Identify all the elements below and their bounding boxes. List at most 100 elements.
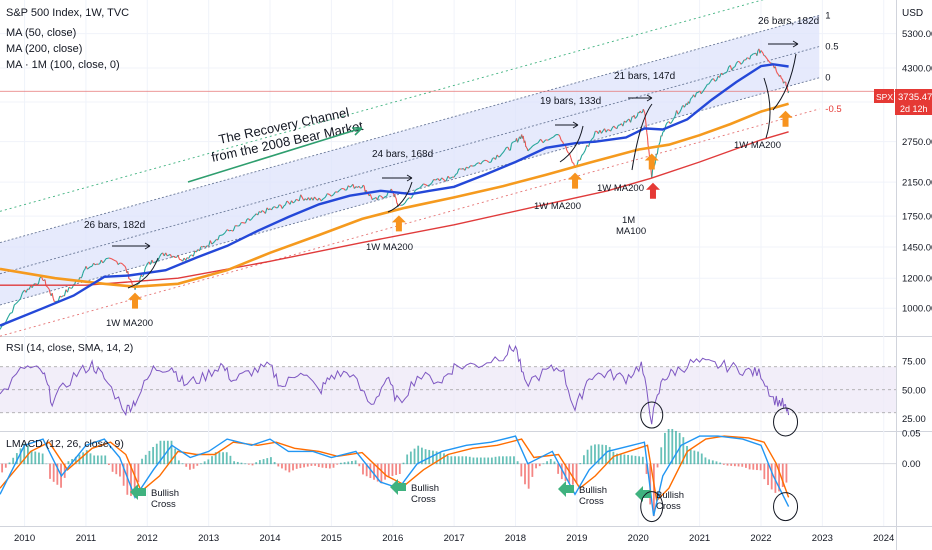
macd-histogram-bar [516, 461, 519, 465]
macd-histogram-bar [557, 463, 560, 474]
price-segment [591, 137, 594, 140]
macd-histogram-bar [277, 463, 280, 467]
price-segment [355, 186, 358, 188]
price-segment [677, 111, 681, 115]
macd-histogram-bar [30, 450, 33, 465]
macd-histogram-bar [664, 432, 666, 465]
macd-histogram-bar [225, 452, 228, 465]
price-segment [656, 147, 659, 155]
price-segment [381, 196, 384, 199]
price-segment [676, 110, 679, 115]
macd-histogram-bar [336, 463, 339, 465]
price-segment [114, 260, 117, 262]
macd-histogram-bar [207, 459, 210, 465]
price-segment [165, 252, 168, 257]
price-segment [439, 177, 443, 182]
price-segment [564, 145, 568, 151]
macd-histogram-bar [741, 463, 744, 467]
time-tick-label: 2012 [137, 533, 158, 544]
price-segment [625, 119, 628, 123]
bullish-label-1: Bullish [151, 488, 179, 499]
macd-histogram-bar [218, 452, 221, 465]
macd-histogram-bar [465, 456, 467, 465]
ma100m-line [0, 131, 789, 286]
macd-histogram-bar [104, 455, 107, 465]
macd-histogram-bar [38, 452, 40, 465]
price-segment [47, 287, 50, 290]
price-segment [33, 283, 36, 285]
fib-level-label: 0.5 [825, 42, 838, 53]
macd-histogram-bar [137, 463, 140, 483]
price-segment [496, 154, 500, 158]
price-segment [712, 78, 716, 82]
price-segment [324, 193, 328, 198]
macd-histogram-bar [258, 460, 261, 465]
price-segment [140, 274, 143, 277]
price-segment [284, 200, 288, 206]
price-segment [61, 295, 64, 298]
price-segment [648, 148, 650, 155]
macd-histogram-bar [420, 447, 423, 465]
macd-histogram-bar [236, 461, 239, 465]
macd-histogram-bar [398, 463, 401, 474]
cross-label-3: Cross [579, 496, 604, 507]
price-segment [480, 161, 484, 165]
projection-curve [763, 77, 771, 139]
ma100-label: MA100 [616, 226, 646, 237]
price-segment [429, 182, 433, 186]
macd-histogram-bar [612, 451, 615, 465]
price-segment [781, 78, 783, 80]
macd-histogram-bar [756, 463, 758, 471]
price-segment [347, 185, 351, 188]
rsi-tick-label: 25.00 [902, 414, 926, 425]
price-segment [268, 208, 271, 211]
macd-histogram-bar [15, 453, 18, 465]
price-segment [136, 283, 139, 286]
price-segment [244, 218, 248, 224]
price-segment [339, 188, 342, 191]
macd-histogram-bar [45, 463, 48, 465]
price-segment [622, 120, 625, 127]
price-segment [159, 253, 162, 257]
ma100-touch-arrow [645, 182, 660, 199]
price-segment [300, 194, 303, 198]
macd-histogram-bar [781, 463, 784, 487]
projection-curve [127, 257, 159, 289]
price-segment [111, 258, 114, 261]
fib-line [0, 77, 820, 306]
macd-histogram-bar [560, 463, 563, 480]
macd-histogram-bar [583, 455, 585, 465]
price-segment [468, 165, 471, 169]
price-segment [211, 242, 214, 245]
price-segment [10, 312, 13, 314]
price-segment [230, 229, 234, 232]
price-segment [610, 127, 613, 132]
price-segment [600, 130, 604, 134]
price-segment [486, 160, 490, 163]
price-segment [149, 259, 153, 265]
price-segment [322, 196, 326, 200]
macd-histogram-bar [299, 463, 302, 469]
macd-histogram-bar [339, 462, 342, 465]
ma200-label-1: 1W MA200 [106, 318, 153, 329]
fib-line [0, 46, 820, 275]
time-tick-label: 2017 [444, 533, 465, 544]
macd-histogram-bar [579, 463, 582, 465]
macd-histogram-bar [240, 462, 243, 465]
price-segment [766, 58, 769, 61]
price-segment [328, 194, 332, 197]
price-segment [729, 65, 733, 71]
price-segment [779, 75, 782, 79]
price-segment [209, 240, 213, 245]
ma200-touch-arrow [128, 292, 143, 309]
macd-histogram-bar [638, 456, 641, 465]
price-segment [680, 106, 683, 110]
price-tag-symbol-box [874, 89, 894, 103]
macd-histogram-bar [667, 428, 670, 465]
macd-histogram-bar [461, 456, 464, 465]
bars-label-2: 24 bars, 168d [372, 149, 433, 160]
macd-histogram-bar [752, 463, 755, 470]
price-segment [362, 184, 365, 187]
price-segment [441, 177, 445, 181]
macd-tick-label: 0.05 [902, 429, 921, 440]
